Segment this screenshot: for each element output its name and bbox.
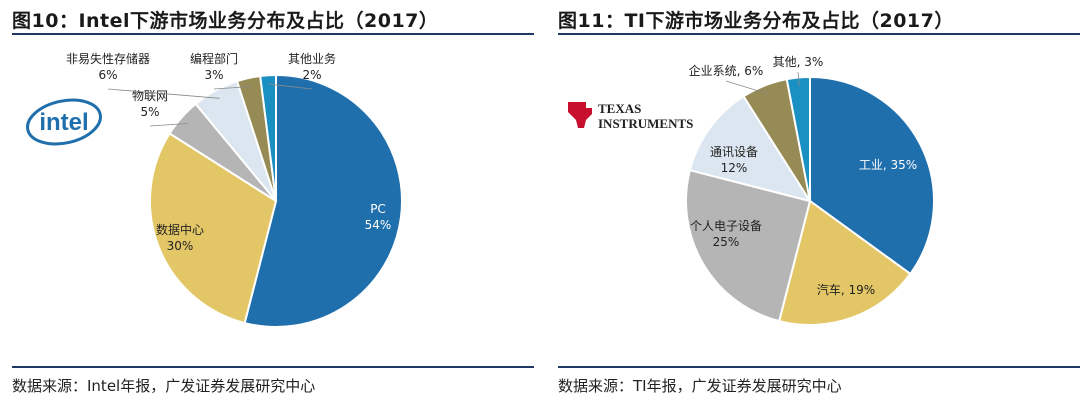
slice-value-label: 3% [204,68,223,82]
slice-label: 个人电子设备 [690,219,762,233]
slice-label: 通讯设备 [710,145,758,159]
pie-slice [243,73,403,328]
title-rule [558,33,1080,35]
figure-10-panel: 图10：Intel下游市场业务分布及占比（2017） intel PC 54% 数据… [12,0,534,404]
intel-pie-chart: PC 54% 数据中心 30% 物联网 5% 非易失性存储器 6% 编程部门 3% 其他业务 2% [66,51,403,328]
slice-label: 其他业务 [288,51,336,66]
texas-instruments-logo-icon: TEXAS INSTRUMENTS [568,101,693,131]
leader-line [213,86,251,90]
slice-label: 非易失性存储器 [66,51,150,66]
leader-line [149,123,189,127]
pie-slice [685,168,812,323]
title-rule [12,33,534,35]
slice-label: 其他, 3% [773,55,824,69]
slice-label: 企业系统, 6% [689,63,764,78]
slice-value-label: 6% [98,68,117,82]
slice-value-label: 30% [167,239,194,253]
pie-slice [809,75,935,276]
leader-line [107,88,220,99]
slice-value-label: 5% [140,105,159,119]
figure-11-panel: 图11：TI下游市场业务分布及占比（2017） TEXAS INSTRUMENT… [558,0,1080,404]
slice-label: 汽车, 19% [817,282,875,297]
slice-label: 工业, 35% [859,158,917,172]
slice-label: 物联网 [132,89,168,103]
ti-logo-text-line1: TEXAS [598,101,641,116]
ti-pie-chart: 工业, 35% 汽车, 19% 个人电子设备 25% 通讯设备 12% 企业系统, 6% 其他… [685,55,935,326]
pie-slice [777,199,912,326]
slice-label: PC [370,202,386,216]
source-rule [558,366,1080,368]
leader-line [268,83,313,90]
ti-logo-text-line2: INSTRUMENTS [598,116,693,131]
pie-slice [688,94,813,203]
figure-10-source: 数据来源：Intel年报，广发证券发展研究中心 [12,377,316,395]
slice-label: 编程部门 [190,51,238,66]
leader-line [725,80,768,95]
pie-slice [259,73,277,202]
slice-value-label: 54% [365,218,392,232]
slice-label: 数据中心 [156,222,204,237]
figure-10-title: 图10：Intel下游市场业务分布及占比（2017） [12,10,439,32]
pie-slice [149,132,278,325]
slice-value-label: 2% [302,68,321,82]
leader-line [797,71,800,87]
intel-logo-text: intel [39,109,88,136]
slice-value-label: 25% [713,235,740,249]
source-rule [12,366,534,368]
slice-value-label: 12% [721,161,748,175]
intel-logo-icon: intel [26,98,102,146]
figure-11-title: 图11：TI下游市场业务分布及占比（2017） [558,10,954,32]
figure-11-source: 数据来源：TI年报，广发证券发展研究中心 [558,377,842,395]
